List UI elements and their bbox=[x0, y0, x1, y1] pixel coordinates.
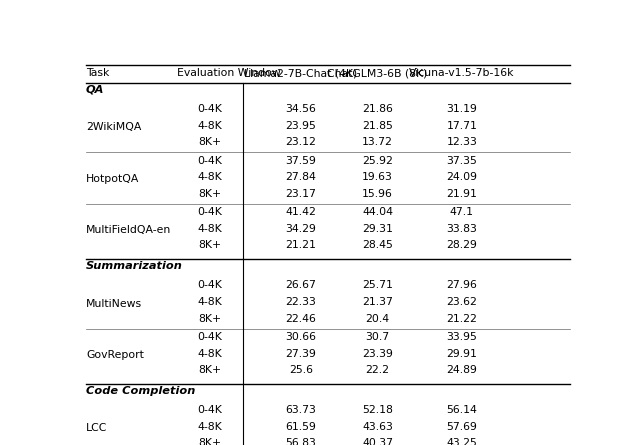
Text: 30.66: 30.66 bbox=[285, 332, 316, 342]
Text: 26.67: 26.67 bbox=[285, 280, 316, 290]
Text: 4-8K: 4-8K bbox=[197, 121, 222, 131]
Text: 22.33: 22.33 bbox=[285, 297, 316, 307]
Text: 30.7: 30.7 bbox=[365, 332, 390, 342]
Text: 8K+: 8K+ bbox=[198, 438, 221, 445]
Text: 8K+: 8K+ bbox=[198, 240, 221, 251]
Text: HotpotQA: HotpotQA bbox=[86, 174, 140, 184]
Text: 19.63: 19.63 bbox=[362, 172, 393, 182]
Text: 28.29: 28.29 bbox=[447, 240, 477, 251]
Text: MultiNews: MultiNews bbox=[86, 299, 142, 309]
Text: Evaluation Window: Evaluation Window bbox=[177, 68, 280, 78]
Text: 4-8K: 4-8K bbox=[197, 297, 222, 307]
Text: 31.19: 31.19 bbox=[447, 104, 477, 114]
Text: 61.59: 61.59 bbox=[285, 422, 316, 432]
Text: 43.25: 43.25 bbox=[447, 438, 477, 445]
Text: 41.42: 41.42 bbox=[285, 207, 316, 217]
Text: 27.84: 27.84 bbox=[285, 172, 316, 182]
Text: 25.6: 25.6 bbox=[289, 365, 313, 375]
Text: 63.73: 63.73 bbox=[285, 405, 316, 415]
Text: 21.37: 21.37 bbox=[362, 297, 393, 307]
Text: 0-4K: 0-4K bbox=[197, 104, 222, 114]
Text: LCC: LCC bbox=[86, 423, 108, 433]
Text: 8K+: 8K+ bbox=[198, 189, 221, 199]
Text: 21.91: 21.91 bbox=[447, 189, 477, 199]
Text: Task: Task bbox=[86, 68, 109, 78]
Text: 52.18: 52.18 bbox=[362, 405, 393, 415]
Text: 37.35: 37.35 bbox=[447, 156, 477, 166]
Text: Vicuna-v1.5-7b-16k: Vicuna-v1.5-7b-16k bbox=[409, 68, 515, 78]
Text: ChatGLM3-6B (8K): ChatGLM3-6B (8K) bbox=[328, 68, 428, 78]
Text: 25.92: 25.92 bbox=[362, 156, 393, 166]
Text: 23.39: 23.39 bbox=[362, 348, 393, 359]
Text: 21.21: 21.21 bbox=[285, 240, 316, 251]
Text: 4-8K: 4-8K bbox=[197, 348, 222, 359]
Text: 24.09: 24.09 bbox=[447, 172, 477, 182]
Text: 17.71: 17.71 bbox=[447, 121, 477, 131]
Text: 37.59: 37.59 bbox=[285, 156, 316, 166]
Text: 24.89: 24.89 bbox=[447, 365, 477, 375]
Text: 56.83: 56.83 bbox=[285, 438, 316, 445]
Text: 15.96: 15.96 bbox=[362, 189, 393, 199]
Text: 4-8K: 4-8K bbox=[197, 172, 222, 182]
Text: 34.56: 34.56 bbox=[285, 104, 316, 114]
Text: QA: QA bbox=[86, 85, 104, 95]
Text: 40.37: 40.37 bbox=[362, 438, 393, 445]
Text: 27.96: 27.96 bbox=[447, 280, 477, 290]
Text: 44.04: 44.04 bbox=[362, 207, 393, 217]
Text: 21.22: 21.22 bbox=[447, 314, 477, 324]
Text: 28.45: 28.45 bbox=[362, 240, 393, 251]
Text: GovReport: GovReport bbox=[86, 350, 144, 360]
Text: 8K+: 8K+ bbox=[198, 365, 221, 375]
Text: 23.62: 23.62 bbox=[447, 297, 477, 307]
Text: 56.14: 56.14 bbox=[447, 405, 477, 415]
Text: 20.4: 20.4 bbox=[365, 314, 390, 324]
Text: 22.2: 22.2 bbox=[365, 365, 390, 375]
Text: 23.17: 23.17 bbox=[285, 189, 316, 199]
Text: 22.46: 22.46 bbox=[285, 314, 316, 324]
Text: 21.85: 21.85 bbox=[362, 121, 393, 131]
Text: 0-4K: 0-4K bbox=[197, 332, 222, 342]
Text: 8K+: 8K+ bbox=[198, 138, 221, 147]
Text: 21.86: 21.86 bbox=[362, 104, 393, 114]
Text: 4-8K: 4-8K bbox=[197, 224, 222, 234]
Text: 8K+: 8K+ bbox=[198, 314, 221, 324]
Text: 0-4K: 0-4K bbox=[197, 207, 222, 217]
Text: 13.72: 13.72 bbox=[362, 138, 393, 147]
Text: 27.39: 27.39 bbox=[285, 348, 316, 359]
Text: Llama2-7B-Chat (4K): Llama2-7B-Chat (4K) bbox=[244, 68, 357, 78]
Text: 33.83: 33.83 bbox=[447, 224, 477, 234]
Text: 29.31: 29.31 bbox=[362, 224, 393, 234]
Text: 25.71: 25.71 bbox=[362, 280, 393, 290]
Text: 2WikiMQA: 2WikiMQA bbox=[86, 122, 141, 132]
Text: 34.29: 34.29 bbox=[285, 224, 316, 234]
Text: 23.12: 23.12 bbox=[285, 138, 316, 147]
Text: 33.95: 33.95 bbox=[447, 332, 477, 342]
Text: 0-4K: 0-4K bbox=[197, 280, 222, 290]
Text: 0-4K: 0-4K bbox=[197, 405, 222, 415]
Text: Code Completion: Code Completion bbox=[86, 386, 195, 396]
Text: 57.69: 57.69 bbox=[447, 422, 477, 432]
Text: Summarization: Summarization bbox=[86, 261, 183, 271]
Text: 0-4K: 0-4K bbox=[197, 156, 222, 166]
Text: 4-8K: 4-8K bbox=[197, 422, 222, 432]
Text: MultiFieldQA-en: MultiFieldQA-en bbox=[86, 226, 172, 235]
Text: 12.33: 12.33 bbox=[447, 138, 477, 147]
Text: 23.95: 23.95 bbox=[285, 121, 316, 131]
Text: 47.1: 47.1 bbox=[450, 207, 474, 217]
Text: 29.91: 29.91 bbox=[447, 348, 477, 359]
Text: 43.63: 43.63 bbox=[362, 422, 393, 432]
